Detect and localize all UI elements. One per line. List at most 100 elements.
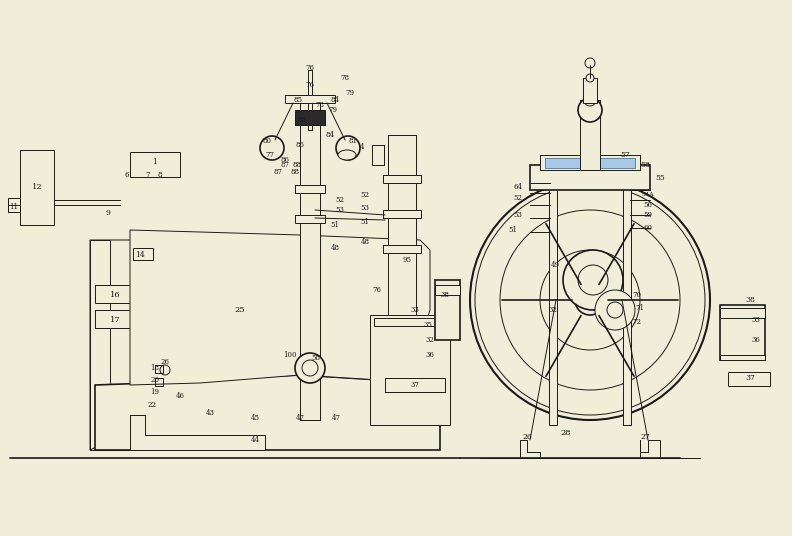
Polygon shape — [95, 375, 440, 450]
Circle shape — [336, 136, 360, 160]
Text: 81: 81 — [348, 137, 357, 145]
Polygon shape — [130, 415, 265, 450]
Text: 47: 47 — [295, 414, 304, 422]
Text: 22: 22 — [147, 401, 157, 409]
Text: 9: 9 — [105, 209, 110, 217]
Text: 37: 37 — [410, 381, 420, 389]
Text: 7: 7 — [146, 171, 150, 179]
Text: 76: 76 — [372, 286, 382, 294]
Polygon shape — [90, 240, 200, 450]
Text: 58: 58 — [640, 161, 650, 169]
Bar — [435, 285, 460, 295]
Bar — [8, 198, 20, 212]
Bar — [583, 78, 597, 103]
Text: 25: 25 — [234, 306, 246, 314]
Text: 88: 88 — [291, 168, 299, 176]
Bar — [580, 100, 600, 170]
Text: 36: 36 — [425, 351, 435, 359]
Text: 52: 52 — [360, 191, 370, 199]
Text: 32: 32 — [549, 306, 558, 314]
Text: 33: 33 — [752, 316, 760, 324]
Text: 38: 38 — [745, 296, 755, 304]
Text: 79: 79 — [345, 89, 355, 97]
Bar — [549, 180, 557, 425]
Text: 12: 12 — [32, 183, 42, 191]
Text: 52: 52 — [513, 194, 523, 202]
Text: 6: 6 — [125, 171, 129, 179]
Text: 87: 87 — [280, 161, 290, 169]
Text: 86: 86 — [295, 141, 304, 149]
Bar — [133, 248, 153, 260]
Circle shape — [540, 250, 640, 350]
Text: 14: 14 — [135, 251, 145, 259]
Text: 51: 51 — [508, 226, 517, 234]
Text: 46: 46 — [176, 392, 185, 400]
Text: 79: 79 — [329, 106, 337, 114]
Bar — [720, 305, 765, 360]
Text: 1: 1 — [153, 158, 158, 166]
Circle shape — [586, 74, 594, 82]
Text: 4: 4 — [360, 143, 364, 151]
Text: 45: 45 — [250, 414, 260, 422]
Text: 72: 72 — [633, 318, 642, 326]
Bar — [370, 315, 450, 425]
Bar — [95, 310, 155, 328]
Text: 78: 78 — [341, 74, 349, 82]
Text: 35: 35 — [424, 321, 432, 329]
Text: 51: 51 — [330, 221, 340, 229]
Circle shape — [595, 290, 635, 330]
Text: 70: 70 — [633, 291, 642, 299]
Text: 55: 55 — [655, 174, 664, 182]
Text: 37: 37 — [745, 374, 755, 382]
Circle shape — [585, 58, 595, 68]
Text: 87: 87 — [273, 168, 283, 176]
Text: 76: 76 — [306, 81, 314, 89]
Text: 100: 100 — [284, 351, 297, 359]
Text: 57: 57 — [620, 151, 630, 159]
Bar — [388, 135, 416, 335]
Text: 19: 19 — [150, 388, 159, 396]
Text: 60: 60 — [644, 224, 653, 232]
Text: 16: 16 — [109, 291, 120, 299]
Text: 84: 84 — [330, 96, 340, 104]
Text: 80: 80 — [262, 137, 272, 145]
Text: 33: 33 — [410, 306, 420, 314]
Bar — [95, 285, 155, 303]
Circle shape — [584, 94, 596, 106]
Text: 71: 71 — [635, 304, 645, 312]
Text: 32: 32 — [425, 336, 435, 344]
Bar — [530, 165, 650, 190]
Circle shape — [578, 265, 608, 295]
Bar — [155, 365, 163, 373]
Bar — [372, 145, 384, 165]
Circle shape — [575, 285, 605, 315]
Text: 48: 48 — [360, 238, 370, 246]
Text: 64: 64 — [513, 183, 523, 191]
Text: 36: 36 — [752, 336, 760, 344]
Bar — [308, 70, 312, 130]
Text: 20: 20 — [150, 376, 159, 384]
Bar — [435, 280, 460, 340]
Text: 58: 58 — [311, 354, 321, 362]
Text: 51: 51 — [360, 218, 370, 226]
Text: 48: 48 — [330, 244, 340, 252]
Circle shape — [470, 180, 710, 420]
Bar — [728, 372, 770, 386]
Text: 28: 28 — [561, 429, 571, 437]
Text: 11: 11 — [10, 203, 18, 211]
Bar — [623, 180, 631, 425]
Text: 38: 38 — [440, 291, 449, 299]
Circle shape — [563, 250, 623, 310]
Text: 76: 76 — [306, 64, 314, 72]
Text: 59: 59 — [644, 211, 653, 219]
Text: 88: 88 — [292, 161, 302, 169]
Text: 85: 85 — [294, 96, 303, 104]
Bar — [383, 175, 421, 183]
Circle shape — [607, 302, 623, 318]
Text: 47: 47 — [332, 414, 341, 422]
Bar — [374, 318, 446, 326]
Text: 84: 84 — [326, 131, 334, 139]
Text: 26: 26 — [161, 358, 169, 366]
Bar — [20, 150, 54, 225]
Text: 44: 44 — [250, 436, 260, 444]
